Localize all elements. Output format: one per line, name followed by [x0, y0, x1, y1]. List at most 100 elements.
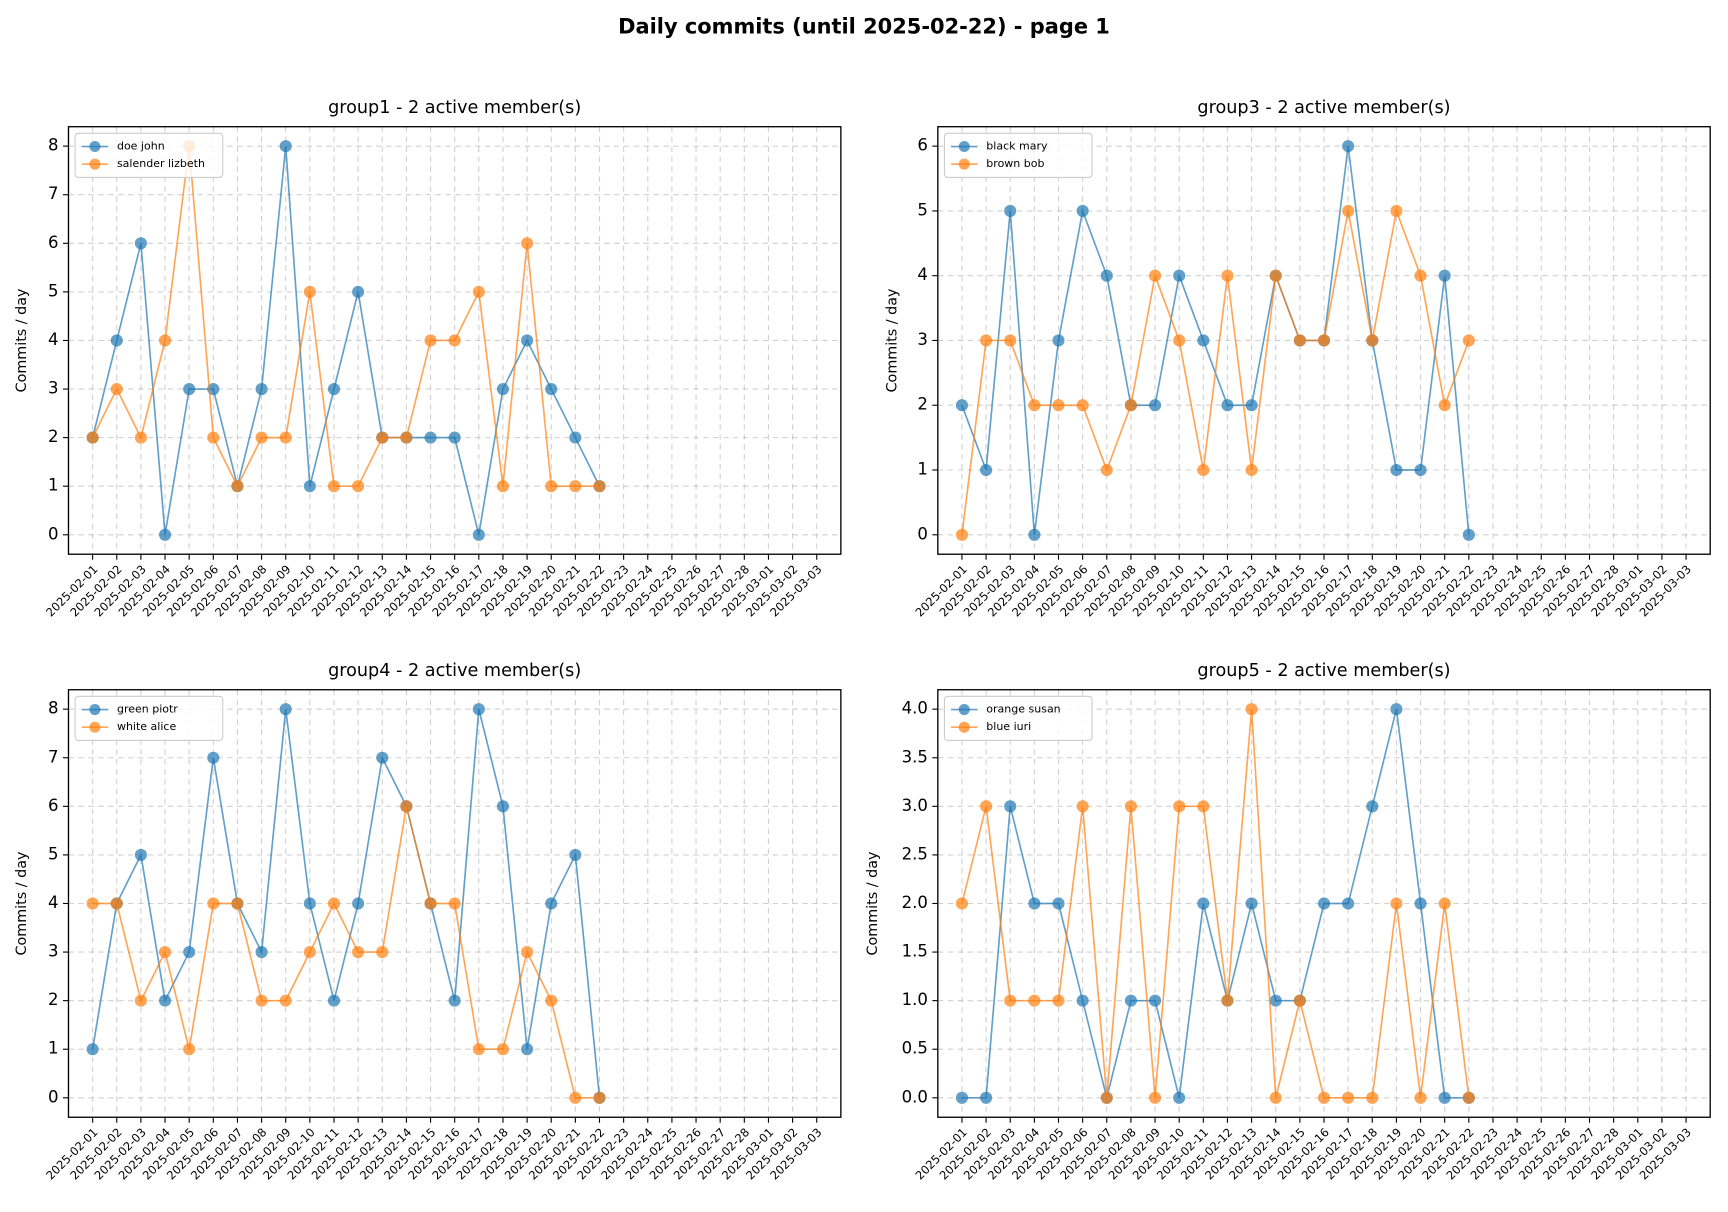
legend-marker — [89, 158, 101, 170]
data-point — [1414, 269, 1427, 282]
data-point — [86, 1043, 99, 1056]
legend-label: white alice — [117, 720, 177, 733]
data-point — [207, 751, 220, 764]
data-point — [545, 480, 558, 493]
data-point — [1173, 800, 1186, 813]
y-tick-label: 2 — [917, 395, 928, 414]
data-point — [1221, 994, 1234, 1007]
data-point — [496, 382, 510, 396]
data-point — [472, 703, 485, 716]
legend-marker — [958, 158, 970, 170]
data-point — [1390, 463, 1403, 477]
data-point — [545, 897, 558, 910]
y-tick-label: 0.5 — [902, 1039, 928, 1058]
data-point — [521, 1043, 534, 1056]
data-point — [1221, 269, 1234, 282]
data-point — [1462, 1091, 1475, 1104]
data-point — [183, 1043, 196, 1056]
data-point — [545, 382, 558, 396]
legend-box — [74, 695, 224, 741]
series-line — [961, 207, 1470, 535]
data-point — [1004, 204, 1017, 217]
data-point — [1100, 269, 1113, 282]
y-tick-label: 1 — [48, 476, 59, 495]
data-point — [1342, 140, 1355, 153]
data-point — [231, 480, 244, 493]
data-point — [1245, 897, 1258, 910]
data-point — [1317, 334, 1331, 347]
y-tick-label: 6 — [48, 233, 59, 252]
data-point — [1004, 994, 1017, 1007]
data-point — [1438, 897, 1451, 910]
data-point — [134, 994, 147, 1007]
y-tick-label: 1 — [48, 1039, 59, 1058]
data-point — [1076, 399, 1089, 412]
data-point — [1245, 463, 1258, 477]
data-point — [376, 751, 389, 764]
y-tick-label: 1.0 — [902, 990, 928, 1009]
subplot-title: group1 - 2 active member(s) — [328, 98, 581, 118]
data-point — [1148, 399, 1162, 412]
data-point — [1076, 204, 1089, 217]
y-axis-label: Commits / day — [865, 851, 881, 955]
data-point — [1100, 1091, 1113, 1104]
subplot-title: group5 - 2 active member(s) — [1197, 661, 1450, 681]
data-point — [1197, 463, 1210, 477]
data-point — [134, 848, 147, 861]
figure-title: Daily commits (until 2025-02-22) - page … — [618, 15, 1110, 39]
data-point — [1438, 399, 1451, 412]
data-point — [1076, 800, 1089, 813]
data-point — [521, 334, 534, 347]
legend-marker — [958, 721, 970, 733]
y-axis-label: Commits / day — [885, 288, 901, 392]
y-tick-label: 6 — [48, 796, 59, 815]
series-line — [91, 146, 600, 489]
legend-marker — [958, 141, 970, 153]
data-point — [521, 237, 534, 250]
data-point — [1052, 897, 1065, 910]
y-axis-label: Commits / day — [14, 288, 30, 392]
data-point — [1366, 800, 1379, 813]
data-point — [400, 431, 413, 444]
series-line — [91, 708, 601, 1098]
data-point — [255, 946, 268, 959]
data-point — [955, 528, 969, 541]
legend-marker — [958, 704, 970, 716]
data-point — [1462, 528, 1475, 541]
data-point — [1004, 800, 1017, 813]
legend-box — [943, 132, 1093, 178]
y-tick-label: 2.5 — [902, 844, 928, 863]
legend-box — [74, 132, 224, 178]
data-point — [1197, 334, 1210, 347]
data-point — [1124, 399, 1137, 412]
y-tick-label: 3 — [917, 330, 928, 349]
data-point — [1148, 994, 1162, 1007]
subplot-title: group3 - 2 active member(s) — [1197, 98, 1450, 118]
data-point — [1197, 897, 1210, 910]
data-point — [255, 382, 268, 396]
y-tick-label: 8 — [48, 136, 59, 155]
legend-label: orange susan — [986, 703, 1060, 716]
legend-marker — [89, 704, 101, 716]
y-tick-label: 3.5 — [902, 747, 928, 766]
data-point — [1124, 994, 1137, 1007]
data-point — [303, 897, 316, 910]
data-point — [352, 946, 365, 959]
data-point — [1028, 528, 1041, 541]
data-point — [1293, 994, 1306, 1007]
data-point — [472, 285, 485, 298]
data-point — [86, 431, 99, 444]
y-tick-label: 1 — [917, 460, 928, 479]
data-point — [1414, 897, 1427, 910]
data-point — [1076, 994, 1089, 1007]
data-point — [448, 897, 461, 910]
data-point — [352, 480, 365, 493]
data-point — [472, 1043, 485, 1056]
data-point — [303, 946, 316, 959]
data-point — [496, 480, 510, 493]
y-tick-label: 4 — [917, 265, 928, 284]
data-point — [352, 897, 365, 910]
data-point — [424, 334, 437, 347]
data-point — [1438, 269, 1451, 282]
